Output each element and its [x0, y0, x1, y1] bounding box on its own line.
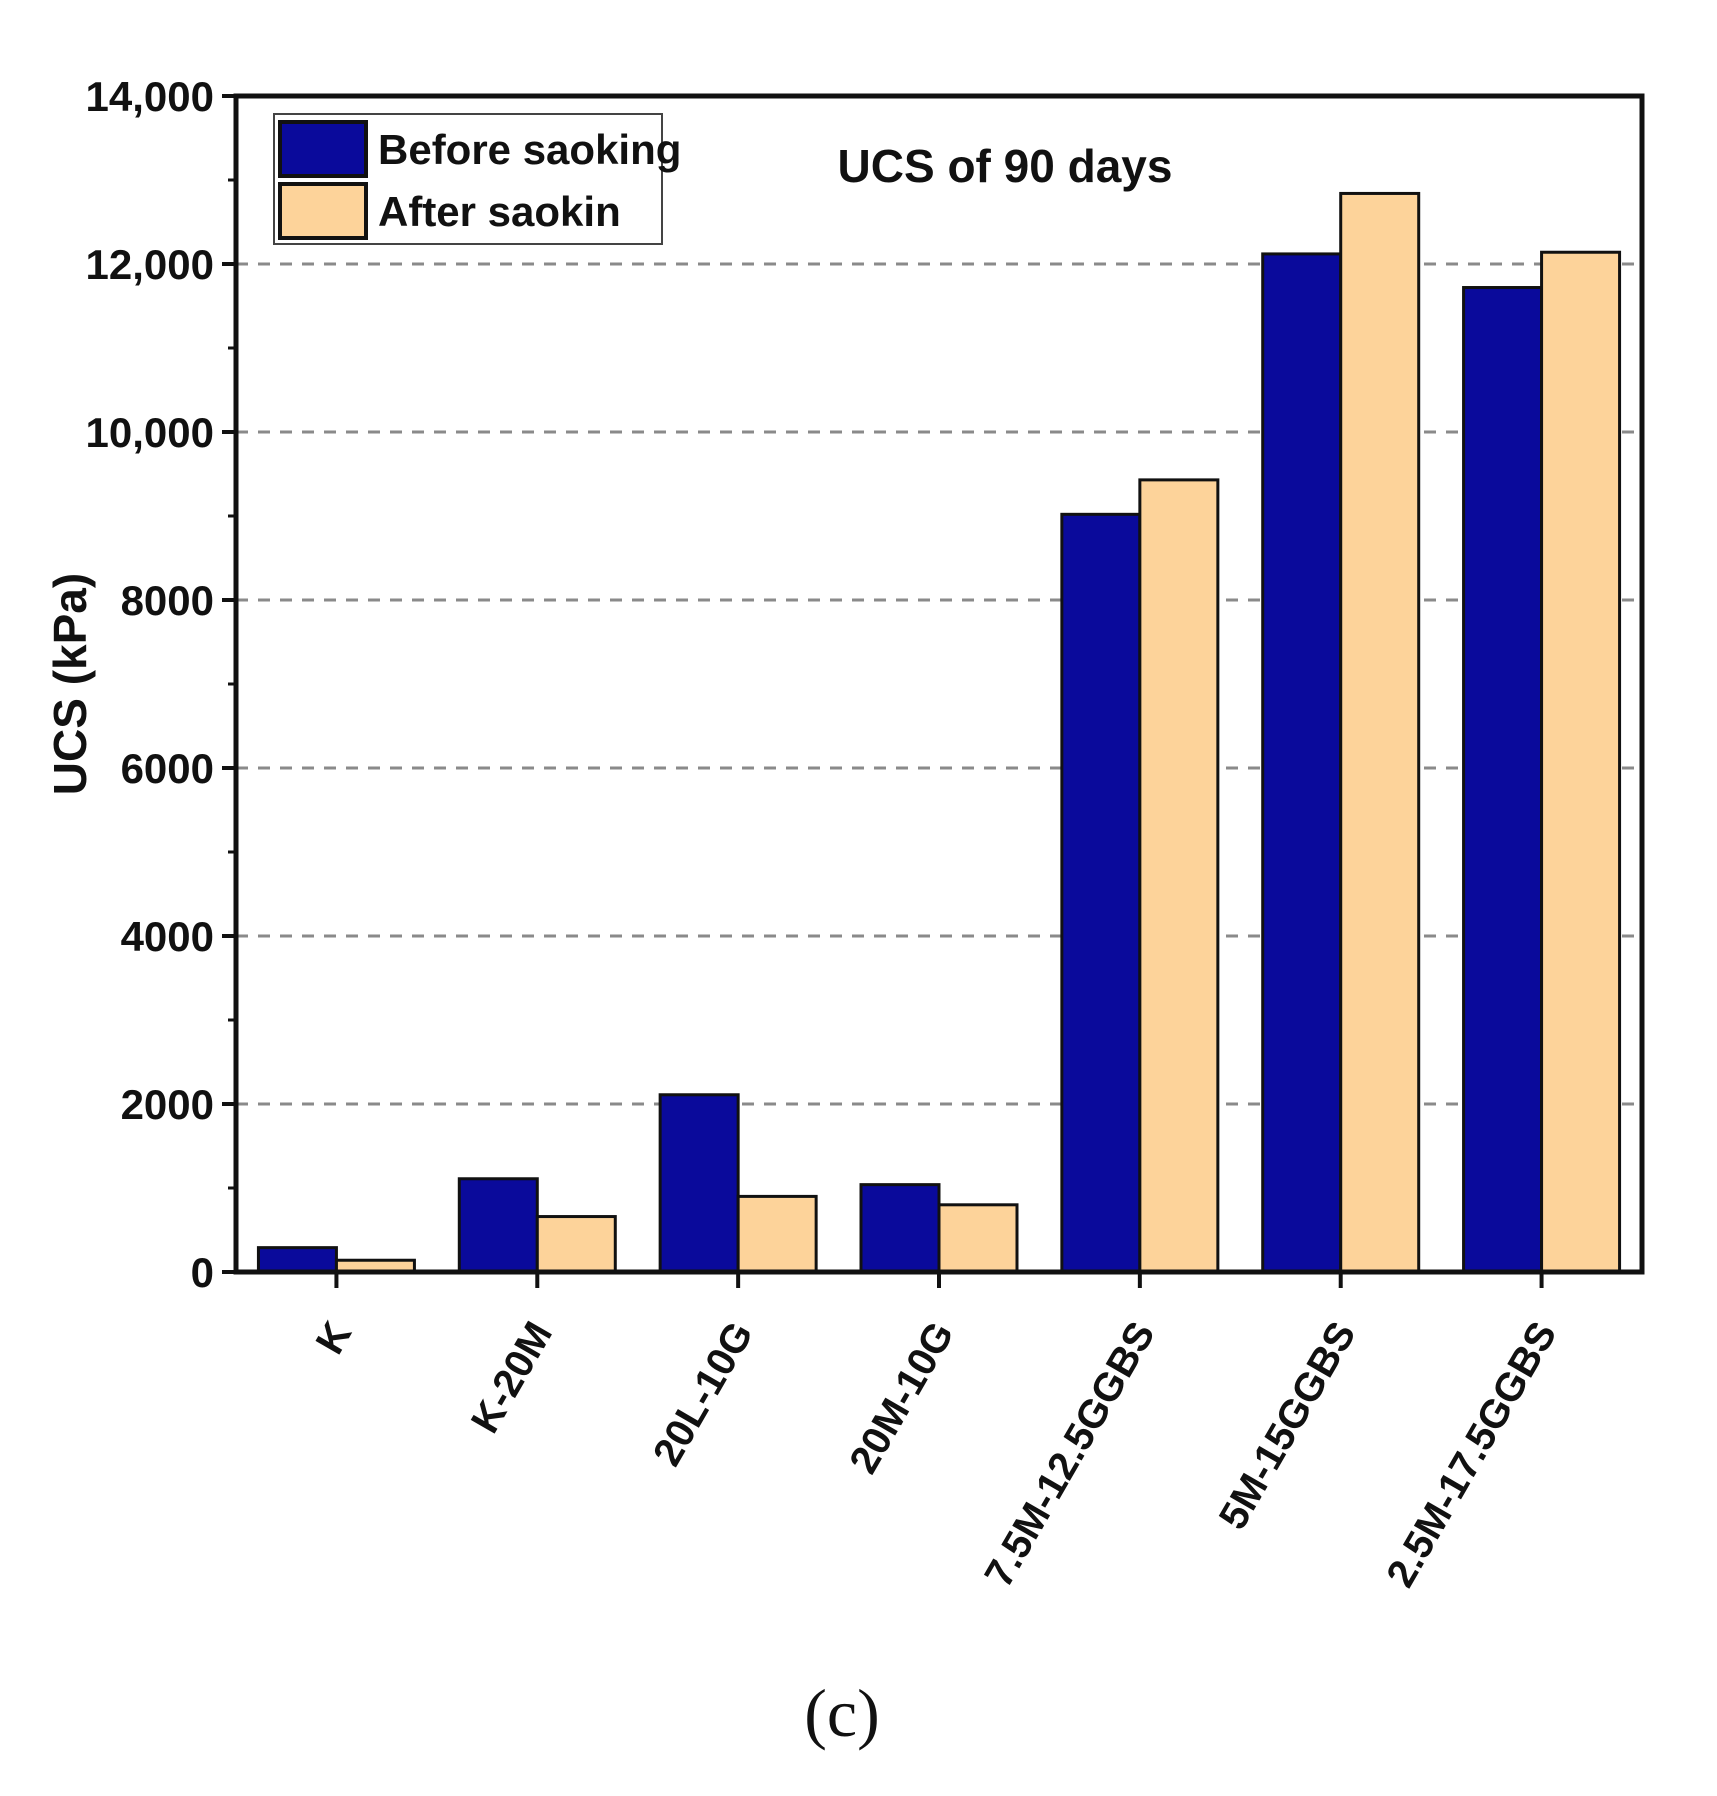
y-tick-label: 12,000: [86, 241, 214, 288]
chart-title: UCS of 90 days: [838, 140, 1173, 192]
y-tick-label: 10,000: [86, 409, 214, 456]
plot-frame: [233, 93, 1645, 1275]
bar-before-K-20M: [457, 1177, 539, 1274]
legend-label-before: Before saoking: [378, 126, 681, 173]
legend-swatch-after: [278, 182, 368, 240]
bar-after-20M-10G: [937, 1203, 1019, 1274]
y-axis-label: UCS (kPa): [44, 573, 96, 795]
bar-after-5M-15GGBS: [1339, 191, 1421, 1274]
x-ticks: K K-20M 20L-10G 20M-10G 7.5M-12.5GGBS 5M-15GG…: [308, 1272, 1565, 1595]
legend-swatch-before: [278, 120, 368, 178]
gridlines: [236, 262, 1642, 1106]
y-tick-label: 0: [191, 1249, 214, 1296]
legend: Before saoking After saokin: [273, 113, 681, 245]
y-tick-label: 2000: [121, 1081, 214, 1128]
x-tick-label: 5M-15GGBS: [1211, 1315, 1365, 1537]
y-ticks: 0 2000 4000 6000 8000 10,000 12,000 14,000: [86, 73, 236, 1296]
bar-before-7.5M-12.5GGBS: [1060, 512, 1142, 1274]
bar-before-2.5M-17.5GGBS: [1462, 286, 1544, 1274]
bar-before-20L-10G: [658, 1093, 740, 1274]
x-tick-label: 20L-10G: [645, 1315, 762, 1474]
figure-caption: (c): [804, 1675, 879, 1751]
bar-before-K: [256, 1246, 338, 1274]
bar-before-5M-15GGBS: [1261, 252, 1343, 1274]
y-tick-label: 14,000: [86, 73, 214, 120]
y-tick-label: 4000: [121, 913, 214, 960]
bar-after-K-20M: [535, 1215, 617, 1274]
bar-before-20M-10G: [859, 1183, 941, 1274]
axes: [233, 93, 1645, 1275]
x-tick-label: K-20M: [463, 1315, 561, 1441]
y-tick-label: 6000: [121, 745, 214, 792]
bar-after-2.5M-17.5GGBS: [1540, 250, 1622, 1274]
x-tick-label: K: [308, 1314, 361, 1361]
x-tick-label: 2.5M-17.5GGBS: [1378, 1315, 1565, 1595]
x-tick-label: 7.5M-12.5GGBS: [977, 1315, 1164, 1595]
y-tick-label: 8000: [121, 577, 214, 624]
bar-after-20L-10G: [736, 1194, 818, 1274]
bar-after-7.5M-12.5GGBS: [1138, 478, 1220, 1274]
x-tick-label: 20M-10G: [841, 1315, 962, 1481]
bars: [256, 191, 1622, 1274]
legend-label-after: After saokin: [378, 188, 621, 235]
